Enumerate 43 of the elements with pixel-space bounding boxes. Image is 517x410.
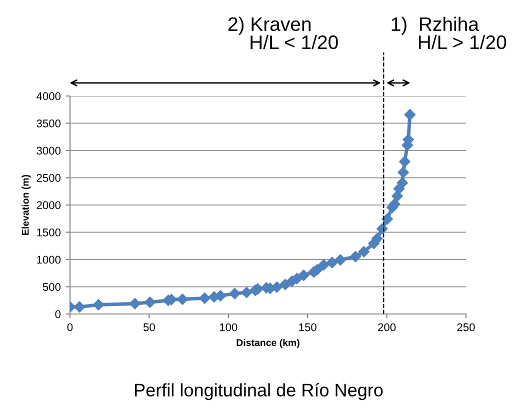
x-tick-label: 200 bbox=[378, 323, 396, 332]
point bbox=[398, 166, 409, 178]
x-tick-label: 150 bbox=[299, 323, 316, 332]
point bbox=[280, 278, 291, 290]
x-axis-title: Distance (km) bbox=[236, 338, 300, 348]
x-tick-label: 0 bbox=[67, 323, 73, 332]
text: 1) Rzhiha H/L > 1/20 bbox=[392, 16, 506, 50]
point bbox=[399, 156, 410, 168]
point bbox=[376, 223, 388, 234]
point bbox=[358, 246, 370, 258]
y-tick-label: 3000 bbox=[36, 146, 61, 155]
x-tick-label: 250 bbox=[457, 323, 475, 332]
y-axis-title: Elevation (m) bbox=[22, 174, 31, 235]
text: 2) Kraven H/L < 1/20 bbox=[228, 16, 338, 50]
point bbox=[271, 282, 282, 293]
point bbox=[326, 256, 338, 268]
point bbox=[382, 213, 393, 225]
y-tick-label: 2500 bbox=[36, 174, 61, 182]
y-tick-label: 2000 bbox=[36, 201, 61, 210]
x-tick-label: 100 bbox=[220, 323, 238, 332]
point bbox=[241, 286, 252, 298]
point bbox=[129, 298, 141, 310]
point bbox=[144, 296, 156, 308]
point bbox=[74, 301, 86, 313]
point bbox=[350, 251, 362, 262]
x-tick-label: 50 bbox=[143, 323, 155, 332]
point bbox=[404, 109, 416, 120]
point bbox=[334, 254, 346, 266]
point bbox=[396, 177, 408, 188]
y-tick-label: 1000 bbox=[37, 256, 61, 264]
point bbox=[298, 270, 310, 281]
point bbox=[372, 233, 383, 244]
point bbox=[318, 259, 330, 270]
y-tick-label: 500 bbox=[42, 283, 61, 291]
point bbox=[92, 299, 104, 310]
y-tick-label: 1500 bbox=[37, 228, 61, 236]
text: Perfil longitudinal de Río Negro bbox=[135, 383, 383, 400]
y-tick-label: 3500 bbox=[36, 120, 61, 128]
point bbox=[199, 292, 210, 304]
point bbox=[229, 288, 240, 300]
y-tick-label: 4000 bbox=[36, 92, 61, 100]
y-tick-label: 0 bbox=[55, 310, 61, 318]
point bbox=[176, 294, 188, 305]
